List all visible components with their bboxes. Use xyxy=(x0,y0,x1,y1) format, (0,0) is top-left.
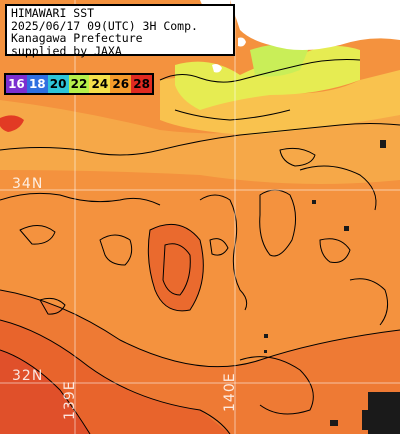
legend-item-24: 24 xyxy=(89,75,111,93)
title-line-1: HIMAWARI SST xyxy=(11,6,95,20)
latitude-label-32n: 32N xyxy=(12,368,44,384)
legend-item-22: 22 xyxy=(68,75,90,93)
legend-item-20: 20 xyxy=(47,75,69,93)
title-line-4: supplied by JAXA xyxy=(11,43,122,58)
legend-item-16: 16 xyxy=(6,75,27,93)
legend-item-26: 26 xyxy=(110,75,132,93)
legend-item-18: 18 xyxy=(26,75,48,93)
title-line-3: Kanagawa Prefecture xyxy=(11,31,143,45)
temperature-legend: 16 18 20 22 24 26 28 xyxy=(4,73,154,95)
latitude-label-34n: 34N xyxy=(12,176,44,192)
longitude-label-140e: 140E xyxy=(222,372,238,412)
longitude-label-139e: 139E xyxy=(62,380,78,420)
map-title-box: HIMAWARI SST 2025/06/17 09(UTC) 3H Comp.… xyxy=(5,4,235,58)
legend-item-28: 28 xyxy=(131,75,153,93)
title-line-2: 2025/06/17 09(UTC) 3H Comp. xyxy=(11,18,198,33)
